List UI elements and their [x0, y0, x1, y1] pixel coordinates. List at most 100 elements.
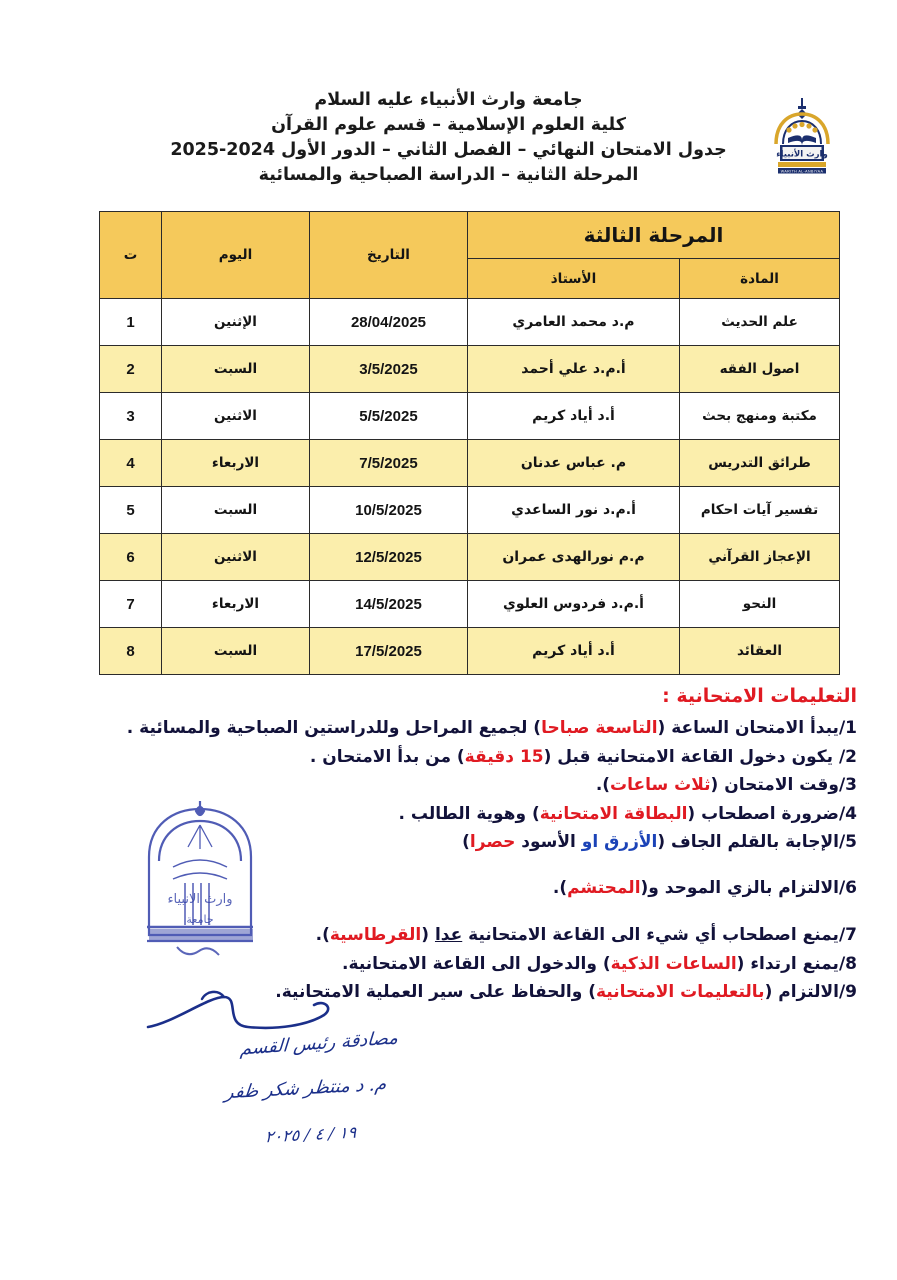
cell-professor: م.م نورالهدى عمران [466, 533, 681, 581]
cell-date: 28/04/2025 [308, 298, 468, 346]
cell-professor: أ.م.د علي أحمد [466, 345, 681, 393]
cell-subject: اصول الفقه [679, 345, 840, 393]
instruction-number: 4/ [838, 803, 857, 824]
header-seq: ت [98, 211, 162, 299]
header-line-stage: المرحلة الثانية – الدراسة الصباحية والمس… [258, 165, 639, 185]
cell-professor: م.د محمد العامري [466, 298, 681, 346]
cell-professor: م. عباس عدنان [466, 439, 681, 487]
header-stage: المرحلة الثالثة [466, 211, 841, 259]
instruction-number: 6/ [838, 877, 857, 898]
instruction-fragment: حصرا [469, 832, 516, 852]
cell-date: 3/5/2025 [308, 345, 468, 393]
cell-seq: 3 [98, 392, 162, 440]
cell-professor: أ.م.د فردوس العلوي [466, 580, 681, 628]
cell-seq: 6 [98, 533, 162, 581]
cell-day: الاربعاء [160, 580, 310, 628]
exam-schedule-table-wrapper: المرحلة الثالثة التاريخ اليوم ت المادة ا… [98, 211, 841, 675]
instruction-fragment: البطاقة الامتحانية [539, 803, 688, 824]
table-row: اصول الفقه أ.م.د علي أحمد 3/5/2025 السبت… [98, 345, 840, 393]
cell-subject: علم الحديث [679, 298, 840, 346]
cell-seq: 2 [98, 345, 162, 393]
instruction-number: 8/ [838, 953, 857, 974]
table-row: مكتبة ومنهج بحث أ.د أياد كريم 5/5/2025 ا… [98, 392, 840, 440]
instruction-fragment: بالتعليمات الامتحانية [596, 982, 765, 1002]
cell-day: السبت [160, 486, 310, 534]
instruction-fragment: ). [552, 877, 568, 898]
svg-text:جامعة: جامعة [186, 913, 213, 926]
table-row: طرائق التدريس م. عباس عدنان 7/5/2025 الا… [98, 439, 840, 487]
instruction-fragment: ) والحفاظ على سير العملية الامتحانية. [275, 982, 596, 1002]
instruction-fragment: ) وهوية الطالب . [398, 803, 540, 824]
header-date: التاريخ [308, 211, 468, 299]
signature-block: مصادقة رئيس القسم م. د منتظر شكر ظفر ١٩ … [138, 985, 408, 1160]
instruction-fragment: الالتزام ( [764, 982, 839, 1002]
cell-subject: مكتبة ومنهج بحث [679, 392, 840, 440]
handwritten-signature-mark [146, 990, 330, 1030]
instruction-fragment: الأزرق او [581, 832, 658, 852]
instruction-item-2: 2/ يكون دخول القاعة الامتحانية قبل (15 د… [40, 743, 857, 772]
instruction-fragment: ) [462, 832, 470, 852]
instruction-fragment: وقت الامتحان ( [710, 775, 839, 795]
instruction-fragment: المحتشم [567, 877, 641, 898]
cell-subject: طرائق التدريس [679, 439, 840, 487]
instruction-fragment: ضرورة اصطحاب ( [687, 803, 839, 824]
instruction-item-1: 1/يبدأ الامتحان الساعة (التاسعة صباحا) ل… [40, 714, 857, 743]
instruction-fragment: ) لجميع المراحل وللدراستين الصباحية والم… [126, 718, 542, 738]
signature-date: ١٩ / ٤ / ٢٠٢٥ [264, 1122, 357, 1147]
instruction-number: 7/ [838, 925, 857, 945]
cell-professor: أ.م.د نور الساعدي [466, 486, 681, 534]
table-head: المرحلة الثالثة التاريخ اليوم ت المادة ا… [98, 211, 841, 299]
svg-text:وارث الانبياء: وارث الانبياء [167, 892, 232, 907]
instruction-number: 9/ [838, 982, 857, 1002]
instruction-fragment: يكون دخول القاعة الامتحانية قبل ( [543, 746, 839, 767]
instruction-number: 2/ [838, 746, 857, 767]
instruction-item-5: 5/الإجابة بالقلم الجاف (الأزرق او الأسود… [40, 828, 857, 857]
instruction-item-9: 9/الالتزام (بالتعليمات الامتحانية) والحف… [40, 978, 857, 1007]
cell-date: 10/5/2025 [308, 486, 468, 534]
instruction-fragment: الساعات الذكية [610, 953, 737, 974]
header-professor: الأستاذ [466, 258, 681, 299]
instruction-fragment: يبدأ الامتحان الساعة ( [657, 718, 839, 738]
cell-day: الاثنين [160, 533, 310, 581]
svg-text:وارث الأنبياء: وارث الأنبياء [776, 149, 828, 160]
cell-seq: 4 [98, 439, 162, 487]
instruction-fragment: ). [595, 775, 611, 795]
instruction-number: 3/ [838, 775, 857, 795]
cell-subject: النحو [679, 580, 840, 628]
cell-seq: 8 [98, 627, 162, 675]
cell-date: 12/5/2025 [308, 533, 468, 581]
cell-date: 5/5/2025 [308, 392, 468, 440]
cell-day: الاربعاء [160, 439, 310, 487]
instruction-fragment: 15 دقيقة [464, 746, 544, 767]
instruction-fragment: الأسود [515, 832, 582, 852]
instruction-fragment: ( [421, 925, 435, 945]
instruction-fragment: يمنع ارتداء ( [736, 953, 839, 974]
header-day: اليوم [160, 211, 310, 299]
header-line-schedule: جدول الامتحان النهائي – الفصل الثاني – ا… [170, 140, 727, 160]
exam-instructions: التعليمات الامتحانية : 1/يبدأ الامتحان ا… [0, 683, 897, 1007]
table-body: علم الحديث م.د محمد العامري 28/04/2025 ا… [98, 298, 840, 675]
cell-date: 14/5/2025 [308, 580, 468, 628]
cell-date: 7/5/2025 [308, 439, 468, 487]
table-row: علم الحديث م.د محمد العامري 28/04/2025 ا… [98, 298, 840, 346]
svg-text:WARITH AL-ANBIYAA: WARITH AL-ANBIYAA [781, 169, 824, 173]
cell-seq: 7 [98, 580, 162, 628]
instruction-fragment: القرطاسية [329, 925, 422, 945]
header-line-college: كلية العلوم الإسلامية – قسم علوم القرآن [271, 115, 626, 135]
signature-name: م. د منتظر شكر ظفر [223, 1073, 388, 1104]
cell-seq: 1 [98, 298, 162, 346]
instruction-fragment: يمنع اصطحاب أي شيء الى القاعة الامتحانية [462, 925, 839, 945]
table-row: الإعجاز القرآني م.م نورالهدى عمران 12/5/… [98, 533, 840, 581]
instruction-item-4: 4/ضرورة اصطحاب (البطاقة الامتحانية) وهوي… [40, 800, 858, 829]
table-header-row-sub: المادة الأستاذ [99, 258, 840, 299]
cell-day: الإثنين [160, 298, 310, 346]
instruction-item-3: 3/وقت الامتحان (ثلاث ساعات). [40, 771, 857, 800]
cell-seq: 5 [98, 486, 162, 534]
cell-professor: أ.د أياد كريم [466, 627, 681, 675]
header-line-university: جامعة وارث الأنبياء عليه السلام [314, 90, 583, 110]
table-row: العقائد أ.د أياد كريم 17/5/2025 السبت 8 [98, 627, 840, 675]
instruction-fragment: الإجابة بالقلم الجاف ( [657, 832, 839, 852]
cell-subject: تفسير آيات احكام [679, 486, 840, 534]
cell-subject: الإعجاز القرآني [679, 533, 840, 581]
